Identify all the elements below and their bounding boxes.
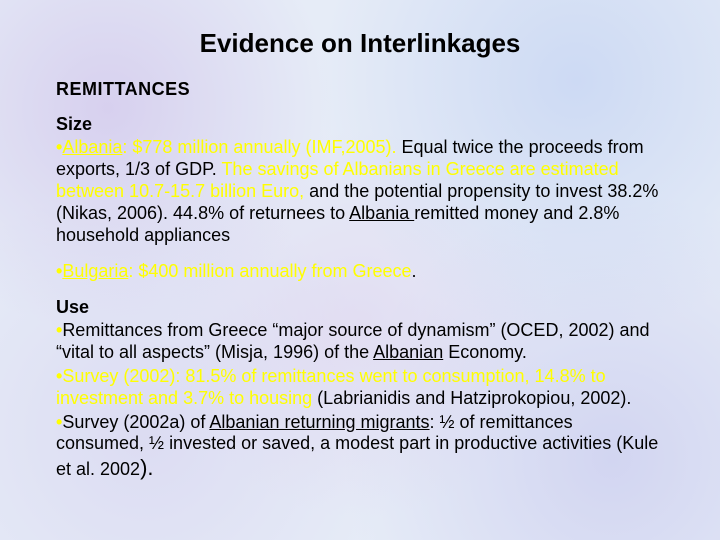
slide-title: Evidence on Interlinkages [56, 28, 664, 59]
use-b3-t3: ). [140, 455, 153, 480]
use-b1-t1: Remittances from Greece “major source of… [56, 320, 650, 362]
use-b1-t2: Economy. [443, 342, 527, 362]
use-bullet-1: •Remittances from Greece “major source o… [56, 320, 664, 364]
size-heading: Size [56, 114, 664, 135]
size-bullet-1: •Albania: $778 million annually (IMF,200… [56, 137, 664, 247]
size-b1-stat: : $778 million annually (IMF,2005). [122, 137, 396, 157]
slide: Evidence on Interlinkages REMITTANCES Si… [0, 0, 720, 540]
size-b2-country: Bulgaria [62, 261, 128, 281]
size-b1-country: Albania [62, 137, 122, 157]
use-bullet-3: •Survey (2002a) of Albanian returning mi… [56, 412, 664, 483]
size-b1-underline: Albania [349, 203, 414, 223]
size-bullet-2: •Bulgaria: $400 million annually from Gr… [56, 261, 664, 283]
use-b1-underline: Albanian [373, 342, 443, 362]
size-b2-period: . [412, 261, 417, 281]
size-b2-stat: : $400 million annually from Greece [128, 261, 411, 281]
use-heading: Use [56, 297, 664, 318]
use-bullet-2: •Survey (2002): 81.5% of remittances wen… [56, 366, 664, 410]
section-remittances-heading: REMITTANCES [56, 79, 664, 100]
use-b2-t: (Labrianidis and Hatziprokopiou, 2002). [317, 388, 631, 408]
use-b3-t1: Survey (2002a) of [62, 412, 209, 432]
use-b3-underline: Albanian returning migrants [209, 412, 429, 432]
